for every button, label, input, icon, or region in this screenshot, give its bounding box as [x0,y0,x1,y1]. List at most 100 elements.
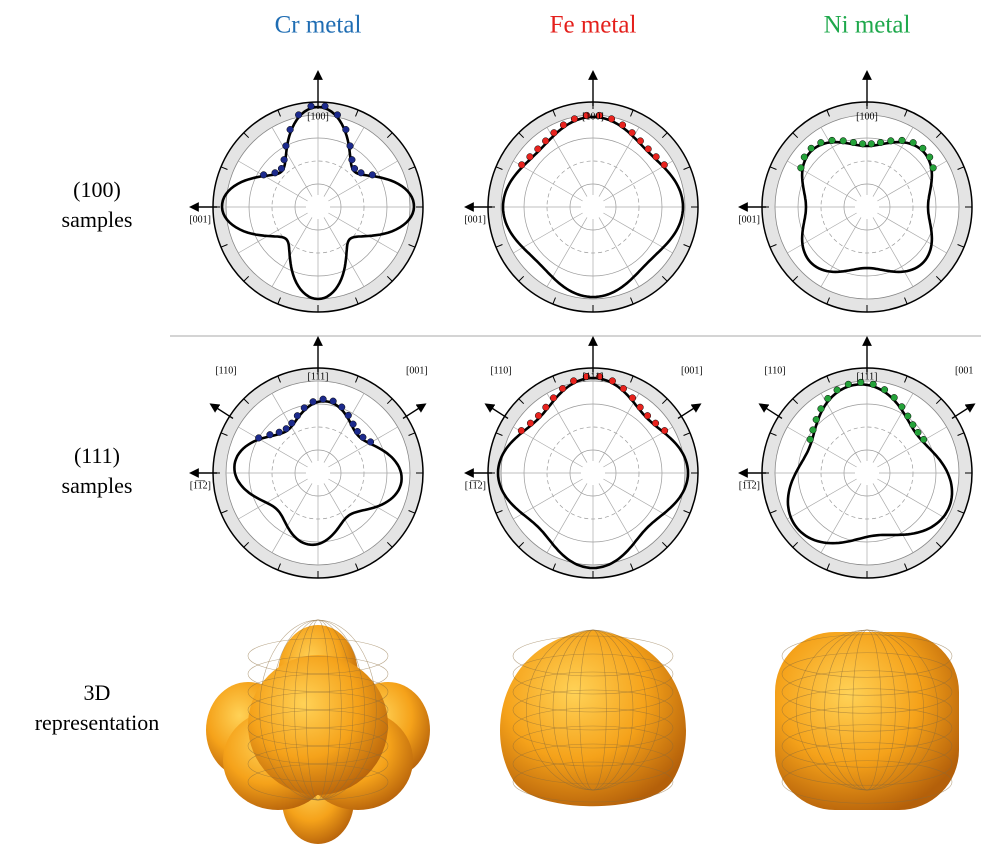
data-dot [301,405,308,412]
data-dot [550,395,557,402]
direction-label: [001] [189,214,211,225]
data-dot [661,427,668,434]
row-label: representation [35,710,160,735]
data-dot [840,138,847,145]
data-dot [354,428,361,435]
axis-arrow [211,404,233,418]
data-dot [620,385,627,392]
lobe [775,632,959,810]
data-dot [898,404,905,411]
direction-label: [100] [856,111,878,122]
column-title: Cr metal [275,12,362,39]
data-dot [930,165,937,172]
data-dot [653,154,660,161]
data-dot [276,429,283,436]
data-dot [910,421,917,428]
data-dot [289,420,296,427]
data-dot [535,412,542,419]
data-dot [535,146,542,153]
direction-label: [001] [738,214,760,225]
direction-label: [111] [308,371,329,382]
data-dot [260,172,267,179]
direction-label: [111] [857,371,878,382]
data-dot [560,122,567,129]
data-dot [543,404,550,411]
row-label: samples [62,207,133,232]
data-dot [629,129,636,136]
data-dot [888,138,895,145]
row-label: samples [62,473,133,498]
data-dot [645,146,652,153]
direction-label: [110] [764,365,785,376]
data-dot [850,139,857,146]
data-dot [349,156,356,163]
data-dot [310,398,317,405]
data-dot [281,156,288,163]
data-dot [926,154,933,161]
axis-arrow [678,404,700,418]
data-dot [910,139,917,146]
data-dot [287,126,294,133]
data-dot [899,137,906,144]
data-dot [798,165,805,172]
data-dot [267,431,274,438]
data-dot [915,429,922,436]
data-dot [859,141,866,148]
direction-label: [110] [490,365,511,376]
data-dot [367,439,374,446]
polar-plot: [111][1̅1̅2][110][001] [190,338,428,578]
data-dot [294,412,301,419]
data-dot [570,378,577,385]
polar-plot: [111] [1̅1̅2] [110] [001 [739,338,974,578]
data-dot [542,138,549,145]
data-dot [358,170,365,177]
data-dot [919,145,926,152]
row-label: 3D [84,680,111,705]
data-dot [360,434,367,441]
data-dot [868,141,875,148]
data-dot [619,122,626,129]
figure: Cr metalFe metalNi metal(100)samples(111… [0,0,981,849]
data-dot [608,116,615,123]
direction-label: [111] [583,371,604,382]
direction-label: [100] [307,111,329,122]
direction-label: [1̅1̅2] [739,480,760,491]
data-dot [904,413,911,420]
data-dot [551,129,558,136]
data-dot [347,143,354,150]
row-label: (100) [73,177,121,202]
data-dot [295,112,302,119]
data-dot [518,427,525,434]
data-dot [818,139,825,146]
axis-arrow [486,404,508,418]
direction-label: [001] [681,365,703,376]
data-dot [571,116,578,123]
data-dot [351,165,358,172]
data-dot [644,412,651,419]
axis-arrow [403,404,425,418]
lobe [248,655,388,795]
axis-arrow [760,404,782,418]
polar-plot: [100] [001] [738,72,972,312]
polar-plot: [111][1̅1̅2][110][001] [465,338,703,578]
data-dot [637,138,644,145]
data-dot [801,154,808,161]
direction-label: [110] [215,365,236,376]
data-dot [283,425,290,432]
data-dot [877,139,884,146]
data-dot [272,170,279,177]
data-dot [343,126,350,133]
data-dot [661,162,668,169]
data-dot [609,378,616,385]
data-dot [652,420,659,427]
data-dot [369,172,376,179]
polar-plot: [100] [001] [189,72,423,312]
row-label: (111) [74,443,120,468]
data-dot [891,394,898,401]
data-dot [818,406,825,413]
data-dot [637,404,644,411]
data-dot [345,412,352,419]
data-dot [308,103,315,110]
direction-label: [001 [955,365,973,376]
data-dot [255,435,262,442]
